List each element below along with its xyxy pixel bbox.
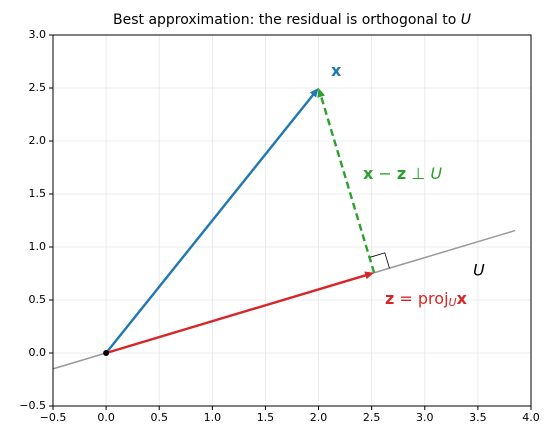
x-tick-label: 3.0 bbox=[416, 411, 434, 424]
x-tick-label: 2.0 bbox=[310, 411, 328, 424]
origin-point bbox=[103, 350, 110, 356]
x-tick-label: 0.5 bbox=[150, 411, 168, 424]
title-text: Best approximation: the residual is orth… bbox=[113, 12, 461, 28]
label-part: x bbox=[331, 61, 342, 80]
label-part: z bbox=[385, 289, 394, 308]
label-part: − bbox=[373, 164, 397, 183]
vector bbox=[105, 273, 370, 355]
x-tick-label: 1.5 bbox=[257, 411, 275, 424]
label-part: U bbox=[430, 164, 442, 183]
x-tick-label: 2.5 bbox=[363, 411, 381, 424]
x-tick-label: −0.5 bbox=[40, 411, 67, 424]
y-tick-label: 3.0 bbox=[29, 28, 47, 41]
subspace-label: U bbox=[473, 261, 485, 280]
vector-label: z = projUx bbox=[385, 289, 468, 310]
right-angle bbox=[369, 252, 390, 269]
arrow-head bbox=[364, 271, 375, 280]
arrow-head bbox=[317, 88, 325, 98]
title-symbol: U bbox=[461, 12, 471, 28]
x-tick-label: 0.0 bbox=[97, 411, 115, 424]
x-tick-label: 1.0 bbox=[204, 411, 222, 424]
label-part: z bbox=[397, 164, 406, 183]
y-tick-label: 0.0 bbox=[29, 346, 47, 359]
y-tick-label: −0.5 bbox=[19, 399, 46, 412]
vector bbox=[105, 91, 317, 354]
arrow-head bbox=[309, 88, 319, 98]
label-part: x bbox=[363, 164, 374, 183]
vector-label: x − z ⊥ U bbox=[363, 164, 442, 183]
plot-area bbox=[49, 34, 532, 410]
vector-label: x bbox=[331, 61, 342, 80]
y-tick-label: 2.0 bbox=[29, 134, 47, 147]
y-tick-label: 0.5 bbox=[29, 293, 47, 306]
label-part: U bbox=[449, 296, 457, 309]
axes-frame bbox=[52, 34, 532, 407]
y-tick-label: 1.5 bbox=[29, 187, 47, 200]
label-part: ⊥ bbox=[406, 164, 430, 183]
label-part: x bbox=[457, 289, 468, 308]
x-tick-label: 3.5 bbox=[469, 411, 487, 424]
chart-title: Best approximation: the residual is orth… bbox=[113, 12, 471, 28]
y-tick-label: 1.0 bbox=[29, 240, 47, 253]
x-tick-label: 4.0 bbox=[522, 411, 540, 424]
vector bbox=[318, 92, 376, 274]
y-tick-label: 2.5 bbox=[29, 81, 47, 94]
label-part: = proj bbox=[394, 289, 448, 308]
